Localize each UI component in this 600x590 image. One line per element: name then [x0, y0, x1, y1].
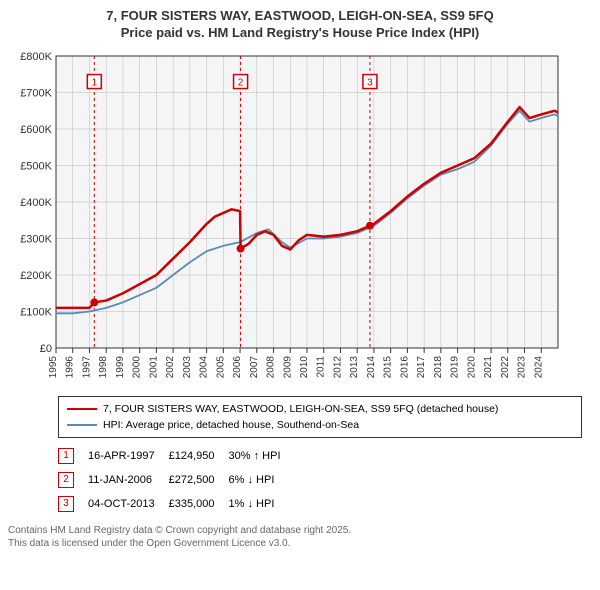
- title-line1: 7, FOUR SISTERS WAY, EASTWOOD, LEIGH-ON-…: [8, 8, 592, 25]
- legend-swatch: [67, 424, 97, 426]
- legend-row: HPI: Average price, detached house, Sout…: [67, 417, 573, 433]
- legend-label: HPI: Average price, detached house, Sout…: [103, 419, 359, 431]
- tx-price: £124,950: [169, 444, 229, 468]
- legend-row: 7, FOUR SISTERS WAY, EASTWOOD, LEIGH-ON-…: [67, 401, 573, 417]
- svg-text:2020: 2020: [466, 355, 477, 378]
- tx-date: 16-APR-1997: [88, 444, 169, 468]
- legend-label: 7, FOUR SISTERS WAY, EASTWOOD, LEIGH-ON-…: [103, 403, 498, 415]
- svg-text:2019: 2019: [450, 355, 461, 378]
- svg-text:1999: 1999: [115, 355, 126, 378]
- svg-text:2005: 2005: [215, 355, 226, 378]
- svg-text:2: 2: [238, 77, 244, 88]
- svg-text:2018: 2018: [433, 355, 444, 378]
- svg-text:1996: 1996: [65, 355, 76, 378]
- svg-text:3: 3: [367, 77, 373, 88]
- svg-text:2008: 2008: [266, 355, 277, 378]
- transactions-table: 1 16-APR-1997£124,95030% ↑ HPI 2 11-JAN-200…: [58, 444, 295, 516]
- svg-text:2021: 2021: [483, 355, 494, 378]
- svg-text:2004: 2004: [199, 355, 210, 378]
- svg-text:2009: 2009: [282, 355, 293, 378]
- legend: 7, FOUR SISTERS WAY, EASTWOOD, LEIGH-ON-…: [58, 396, 582, 438]
- tx-date: 04-OCT-2013: [88, 492, 169, 516]
- svg-text:2003: 2003: [182, 355, 193, 378]
- svg-text:£100K: £100K: [20, 306, 52, 318]
- tx-marker: 1: [58, 448, 74, 464]
- svg-text:£600K: £600K: [20, 124, 52, 136]
- tx-price: £335,000: [169, 492, 229, 516]
- legend-swatch: [67, 408, 97, 411]
- svg-text:1: 1: [92, 77, 98, 88]
- svg-text:2023: 2023: [517, 355, 528, 378]
- chart-area: £0 £100K £200K £300K £400K £500K £600K £700K £80…: [8, 50, 592, 390]
- tx-date: 11-JAN-2006: [88, 468, 169, 492]
- table-row: 1 16-APR-1997£124,95030% ↑ HPI: [58, 444, 295, 468]
- svg-text:2014: 2014: [366, 355, 377, 378]
- svg-text:2024: 2024: [533, 355, 544, 378]
- footer-line1: Contains HM Land Registry data © Crown c…: [8, 524, 592, 537]
- svg-text:2006: 2006: [232, 355, 243, 378]
- svg-text:2011: 2011: [316, 355, 327, 377]
- svg-text:£700K: £700K: [20, 87, 52, 99]
- table-row: 3 04-OCT-2013£335,0001% ↓ HPI: [58, 492, 295, 516]
- svg-text:£500K: £500K: [20, 160, 52, 172]
- footer: Contains HM Land Registry data © Crown c…: [8, 524, 592, 550]
- svg-text:2012: 2012: [332, 355, 343, 378]
- svg-text:2001: 2001: [148, 355, 159, 378]
- svg-text:2015: 2015: [383, 355, 394, 378]
- svg-text:1997: 1997: [81, 355, 92, 378]
- svg-text:£0: £0: [40, 343, 52, 355]
- svg-text:£400K: £400K: [20, 197, 52, 209]
- tx-marker: 2: [58, 472, 74, 488]
- table-row: 2 11-JAN-2006£272,5006% ↓ HPI: [58, 468, 295, 492]
- tx-delta: 30% ↑ HPI: [229, 444, 295, 468]
- svg-text:2007: 2007: [249, 355, 260, 378]
- svg-text:£200K: £200K: [20, 270, 52, 282]
- svg-text:2013: 2013: [349, 355, 360, 378]
- footer-line2: This data is licensed under the Open Gov…: [8, 537, 592, 550]
- svg-text:2017: 2017: [416, 355, 427, 378]
- svg-text:1998: 1998: [98, 355, 109, 378]
- line-chart-svg: £0 £100K £200K £300K £400K £500K £600K £700K £80…: [8, 50, 568, 390]
- svg-text:2010: 2010: [299, 355, 310, 378]
- svg-text:£300K: £300K: [20, 233, 52, 245]
- title-line2: Price paid vs. HM Land Registry's House …: [8, 25, 592, 42]
- tx-marker: 3: [58, 496, 74, 512]
- tx-delta: 6% ↓ HPI: [229, 468, 295, 492]
- svg-text:2016: 2016: [399, 355, 410, 378]
- svg-text:2002: 2002: [165, 355, 176, 378]
- chart-title: 7, FOUR SISTERS WAY, EASTWOOD, LEIGH-ON-…: [8, 8, 592, 42]
- tx-price: £272,500: [169, 468, 229, 492]
- tx-delta: 1% ↓ HPI: [229, 492, 295, 516]
- svg-text:2000: 2000: [132, 355, 143, 378]
- svg-text:1995: 1995: [48, 355, 59, 378]
- svg-text:2022: 2022: [500, 355, 511, 378]
- svg-text:£800K: £800K: [20, 51, 52, 63]
